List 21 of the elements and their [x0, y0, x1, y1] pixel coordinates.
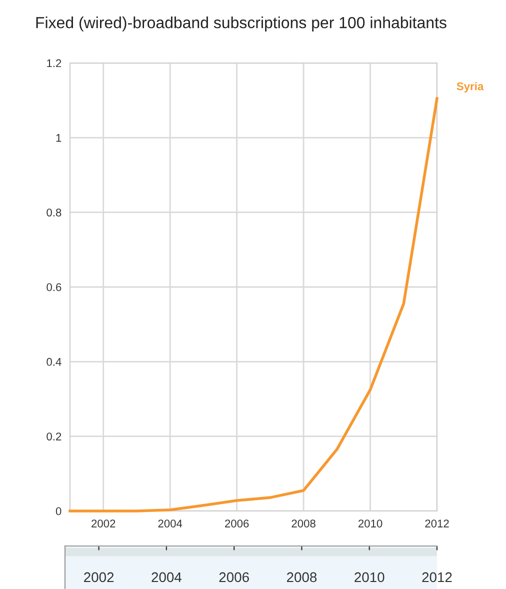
x-tick-label: 2004 [158, 520, 182, 528]
x2-tick-label: 2010 [354, 572, 384, 582]
y-tick-label: 0.8 [46, 208, 62, 216]
chart-title: Fixed (wired)-broadband subscriptions per 100 inhabitants [36, 16, 446, 32]
series-label: Syria [456, 82, 484, 92]
x-tick-label: 2008 [292, 520, 316, 528]
x-tick-label: 2006 [225, 520, 249, 528]
y-tick-label: 1 [56, 134, 62, 142]
y-tick-label: 0.2 [46, 432, 62, 440]
y-tick-label: 0 [56, 507, 62, 516]
x2-tick-label: 2002 [84, 572, 114, 582]
y-tick-label: 1.2 [47, 59, 62, 68]
x-tick-label: 2010 [358, 520, 382, 528]
x2-tick-label: 2008 [286, 572, 317, 582]
x-tick-label: 2012 [425, 520, 449, 528]
x2-tick-label: 2012 [422, 572, 452, 582]
y-tick-label: 0.4 [46, 358, 62, 366]
y-tick-label: 0.6 [46, 283, 62, 292]
x2-tick-label: 2006 [219, 572, 249, 582]
x-tick-label: 2002 [92, 520, 116, 528]
x2-tick-label: 2004 [152, 572, 182, 582]
